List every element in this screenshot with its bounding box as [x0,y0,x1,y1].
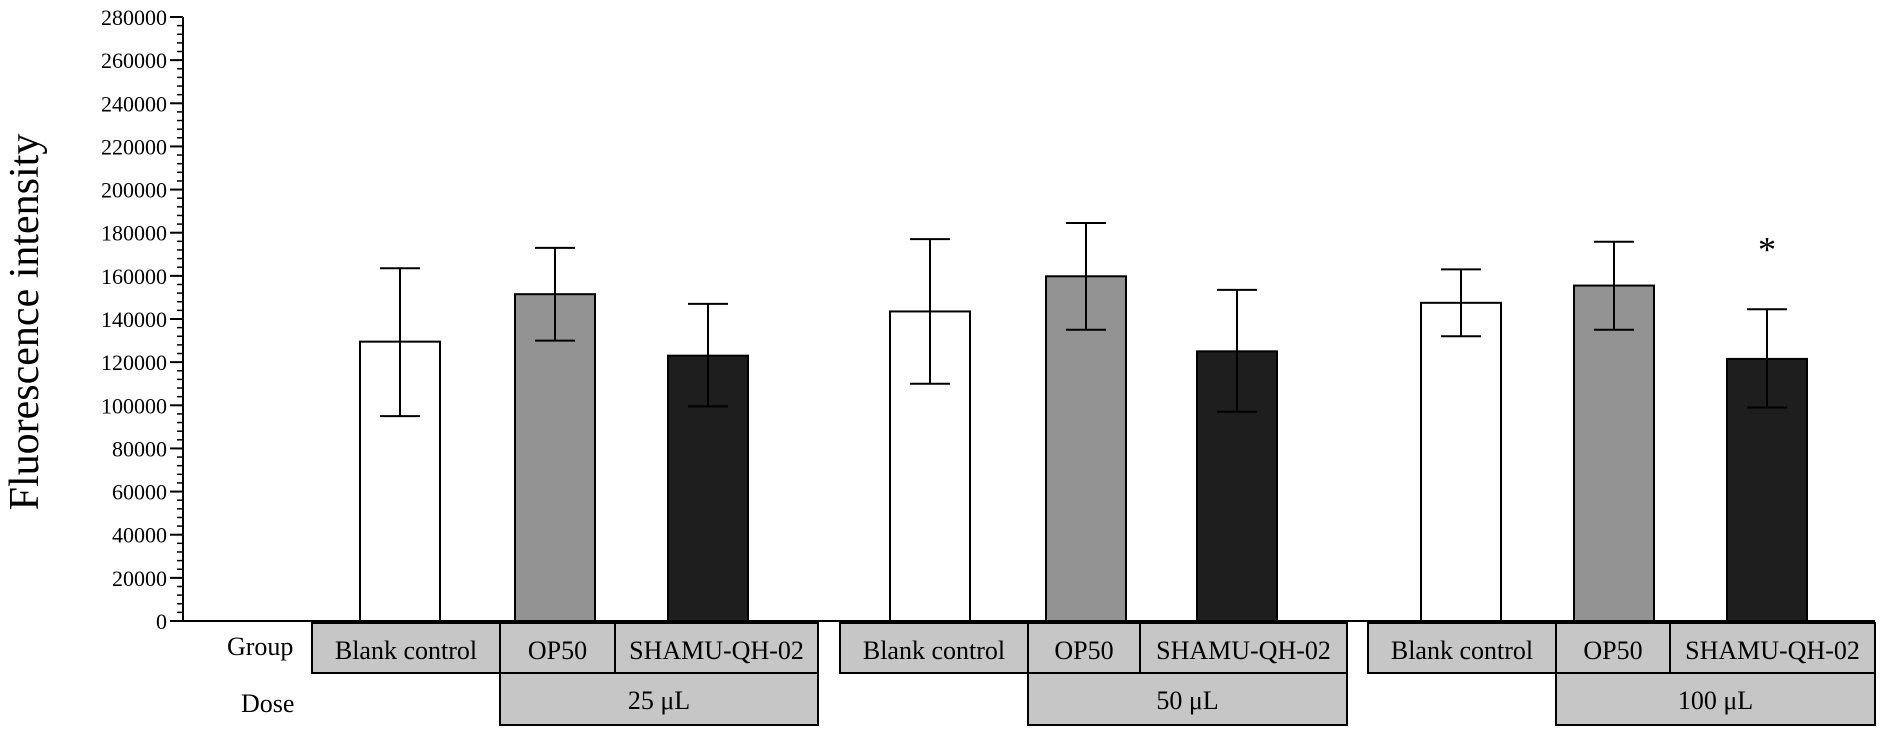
dose-cell [1555,672,1876,726]
y-tick-label: 280000 [101,5,167,30]
group-cell-label: OP50 [528,636,587,665]
group-cell [1555,622,1671,674]
y-tick-label: 260000 [101,48,167,73]
group-cell-label: SHAMU-QH-02 [1685,636,1860,665]
y-tick-label: 140000 [101,307,167,332]
dose-cell-label: 100 μL [1678,686,1753,715]
y-tick-label: 220000 [101,134,167,159]
y-axis: 0 20000 40000 60000 80000 100000 120000 140000 1… [101,5,1875,634]
group-cell [839,622,1029,674]
annotations: * [1758,229,1776,269]
group-cell-label: Blank control [335,636,477,665]
bar [514,293,596,622]
bar [1420,301,1502,622]
error-bars [380,222,1787,418]
y-axis-title: Fluorescence intensity [2,134,48,511]
group-cell [614,622,819,674]
significance-mark: * [1758,229,1776,269]
y-tick-label: 200000 [101,178,167,203]
y-tick-label: 100000 [101,393,167,418]
group-row-label: Group [227,632,293,661]
dose-cell-label: 50 μL [1156,686,1218,715]
dose-row-label: Dose [241,689,294,718]
group-cell [1669,622,1876,674]
group-cell-label: OP50 [1583,636,1642,665]
dose-cell [499,672,819,726]
bars [359,275,1808,622]
group-cell [499,622,616,674]
bar [1573,284,1655,622]
y-tick-label: 40000 [112,523,167,548]
y-tick-label: 80000 [112,436,167,461]
y-tick-label: 240000 [101,91,167,116]
y-tick-label: 60000 [112,480,167,505]
y-tick-label: 180000 [101,221,167,246]
group-cell-label: SHAMU-QH-02 [1156,636,1331,665]
dose-cell-label: 25 μL [628,686,690,715]
y-tick-label: 0 [156,609,167,634]
group-dose-table: Group Dose Blank control OP50 SHAMU-QH-02 B… [227,622,1876,726]
group-cell-label: Blank control [863,636,1005,665]
group-cell-label: OP50 [1054,636,1113,665]
y-tick-label: 20000 [112,566,167,591]
y-tick-label: 160000 [101,264,167,289]
dose-cell [1027,672,1348,726]
group-cell-label: SHAMU-QH-02 [629,636,804,665]
group-cell [1367,622,1557,674]
group-cell [311,622,501,674]
y-tick-label: 120000 [101,350,167,375]
group-cell-label: Blank control [1391,636,1533,665]
group-cell [1139,622,1348,674]
